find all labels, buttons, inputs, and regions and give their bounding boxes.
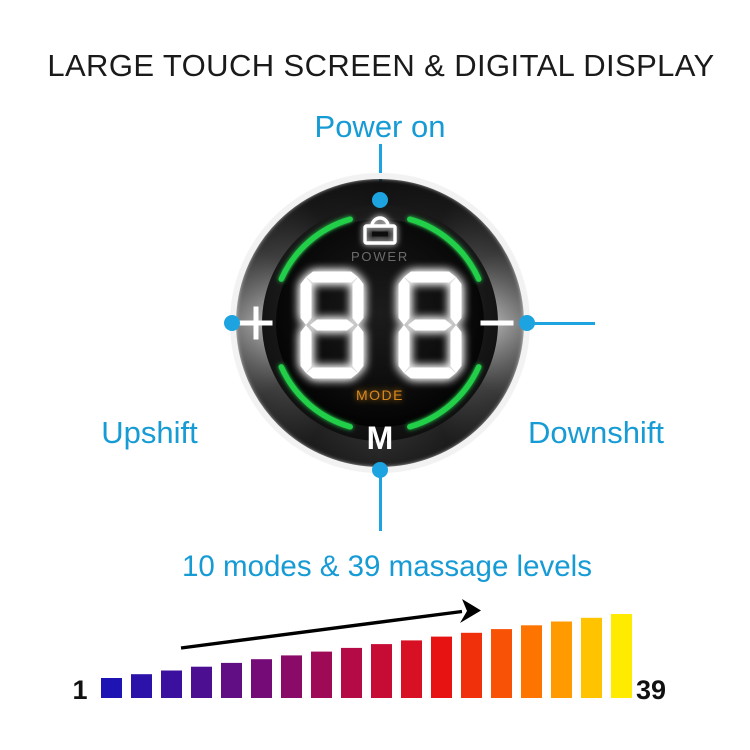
svg-text:MODE: MODE — [356, 387, 404, 403]
svg-text:39: 39 — [636, 675, 666, 705]
svg-text:1: 1 — [72, 675, 87, 705]
svg-text:M: M — [367, 420, 394, 456]
svg-text:POWER: POWER — [351, 249, 409, 264]
